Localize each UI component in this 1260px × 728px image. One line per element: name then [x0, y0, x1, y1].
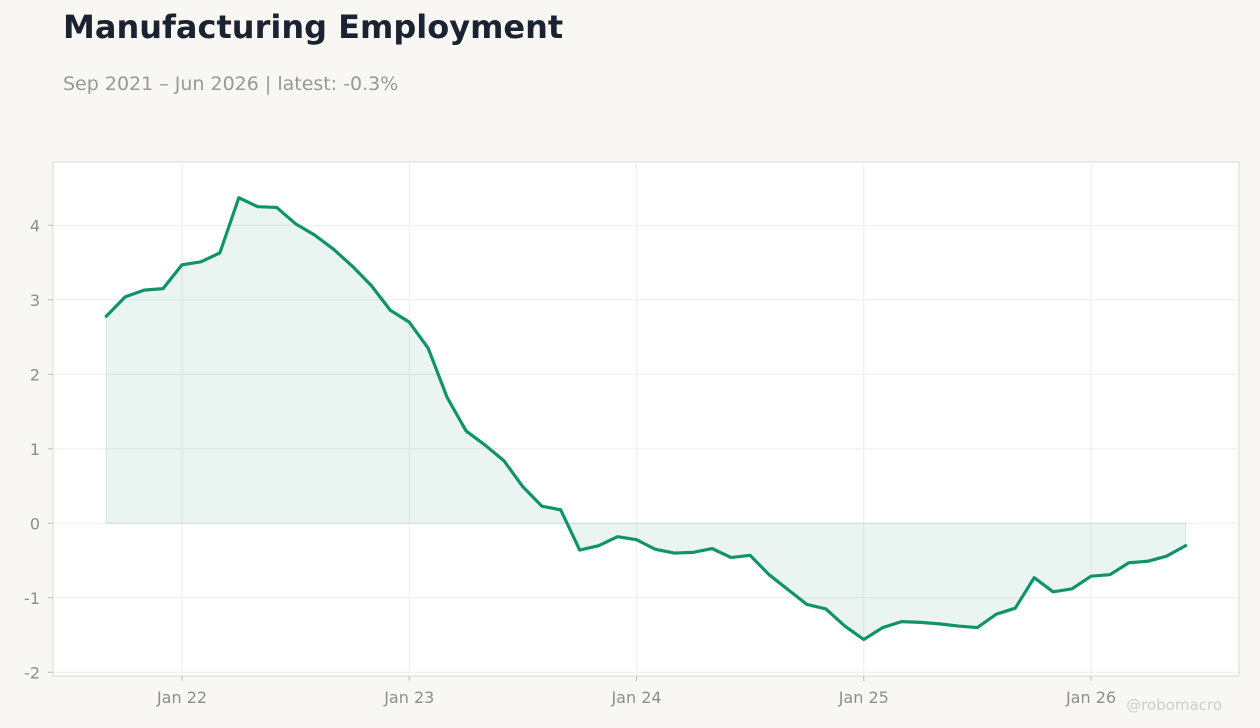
- data-point: [181, 263, 184, 266]
- data-point: [824, 607, 827, 610]
- data-point: [616, 535, 619, 538]
- data-point: [768, 573, 771, 576]
- data-point: [521, 485, 524, 488]
- data-point: [237, 196, 240, 199]
- data-point: [256, 205, 259, 208]
- data-point: [465, 429, 468, 432]
- data-point: [143, 289, 146, 292]
- data-point: [199, 260, 202, 263]
- data-point: [427, 347, 430, 350]
- data-point: [294, 222, 297, 225]
- data-point: [654, 548, 657, 551]
- data-point: [730, 556, 733, 559]
- data-point: [1071, 587, 1074, 590]
- data-point: [787, 588, 790, 591]
- data-point: [919, 621, 922, 624]
- x-tick-label: Jan 22: [156, 688, 207, 707]
- data-point: [1146, 560, 1149, 563]
- data-point: [1014, 607, 1017, 610]
- data-point: [389, 309, 392, 312]
- plot-area: [52, 161, 1240, 677]
- series-line-group: [104, 196, 1188, 642]
- grid-lines: [53, 162, 1239, 676]
- y-tick-label: 3: [30, 291, 40, 310]
- data-point: [692, 551, 695, 554]
- data-point: [1052, 590, 1055, 593]
- y-tick-label: 0: [30, 514, 40, 533]
- data-point: [408, 321, 411, 324]
- data-point: [275, 206, 278, 209]
- y-tick-label: -2: [24, 663, 40, 682]
- data-point: [1090, 575, 1093, 578]
- data-point: [540, 505, 543, 508]
- data-point: [843, 625, 846, 628]
- watermark: @robomacro: [1126, 696, 1222, 714]
- series-line: [104, 196, 1188, 642]
- x-tick-label: Jan 23: [383, 688, 434, 707]
- data-point: [1033, 576, 1036, 579]
- data-point: [900, 620, 903, 623]
- data-point: [995, 613, 998, 616]
- x-axis: Jan 22 Jan 23 Jan 24 Jan 25 Jan 26: [156, 676, 1116, 707]
- y-axis: -2 -1 0 1 2 3 4: [24, 216, 53, 682]
- data-point: [862, 638, 865, 641]
- data-point: [711, 547, 714, 550]
- data-point: [332, 248, 335, 251]
- data-point: [976, 626, 979, 629]
- data-point: [597, 544, 600, 547]
- y-tick-label: -1: [24, 589, 40, 608]
- data-point: [805, 603, 808, 606]
- x-tick-label: Jan 24: [610, 688, 661, 707]
- data-point: [313, 234, 316, 237]
- data-point: [957, 625, 960, 628]
- data-point: [559, 508, 562, 511]
- data-point: [1127, 561, 1130, 564]
- data-point: [502, 459, 505, 462]
- data-point: [881, 626, 884, 629]
- x-tick-label: Jan 25: [838, 688, 889, 707]
- y-tick-label: 2: [30, 365, 40, 384]
- data-point: [105, 315, 108, 318]
- data-point: [162, 287, 165, 290]
- data-point: [370, 284, 373, 287]
- data-point: [446, 396, 449, 399]
- data-point: [1184, 544, 1187, 547]
- data-point: [124, 295, 127, 298]
- data-point: [749, 554, 752, 557]
- data-point: [1108, 573, 1111, 576]
- chart-subtitle: Sep 2021 – Jun 2026 | latest: -0.3%: [63, 73, 399, 95]
- data-point: [673, 552, 676, 555]
- y-tick-label: 4: [30, 216, 40, 235]
- data-point: [635, 538, 638, 541]
- data-point: [578, 549, 581, 552]
- data-point: [484, 444, 487, 447]
- y-tick-label: 1: [30, 440, 40, 459]
- data-point: [351, 265, 354, 268]
- data-point: [218, 251, 221, 254]
- x-tick-label: Jan 26: [1065, 688, 1116, 707]
- data-point: [938, 622, 941, 625]
- chart-title: Manufacturing Employment: [63, 8, 564, 46]
- data-point: [1165, 555, 1168, 558]
